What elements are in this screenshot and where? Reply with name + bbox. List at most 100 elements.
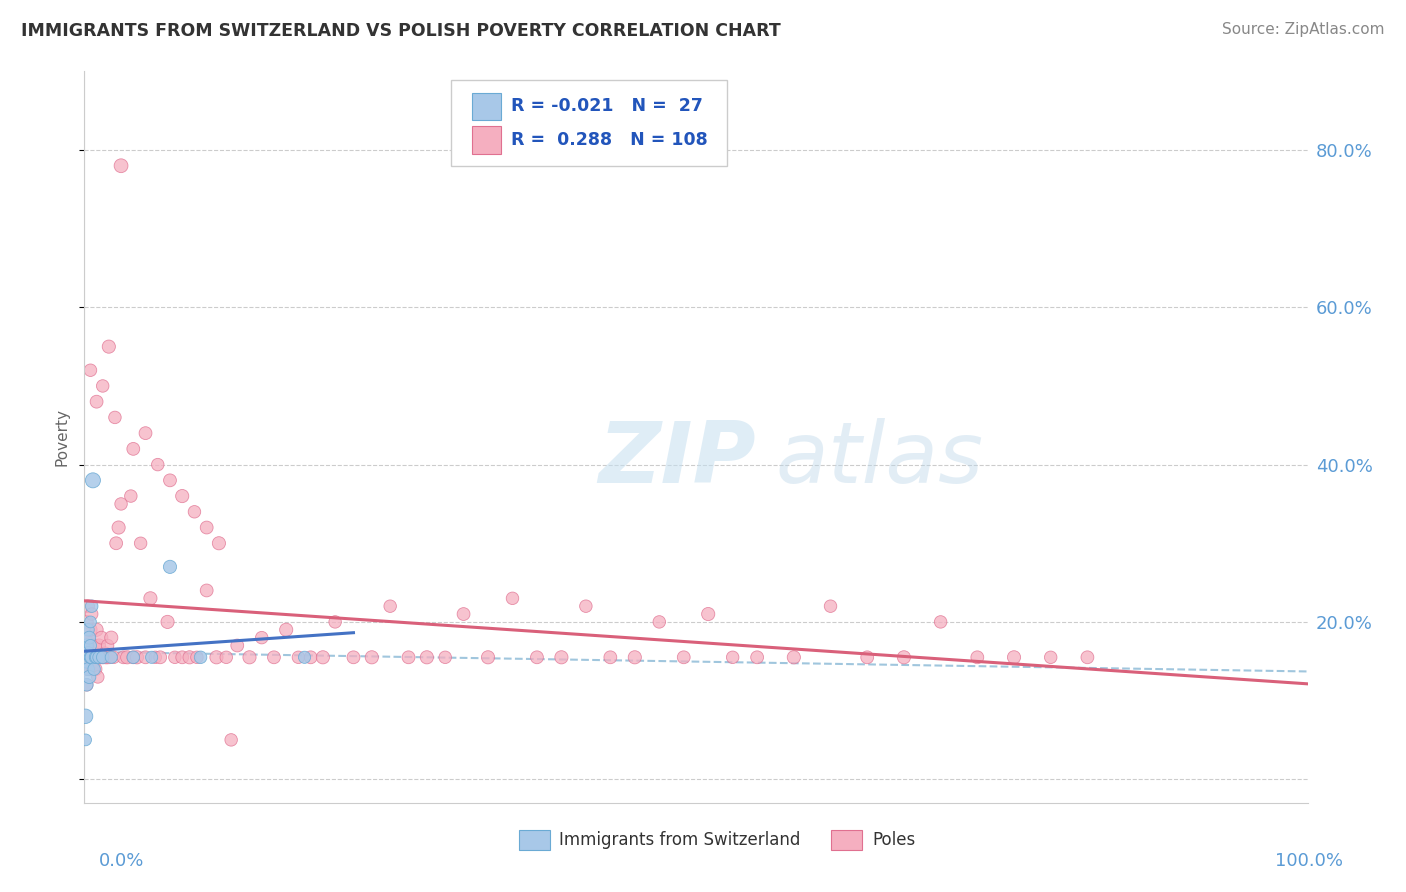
Point [82,473,104,487]
Point [122,650,145,665]
Point [120,489,142,503]
Point [190,650,212,665]
Point [149,650,172,665]
Point [80,607,103,621]
Point [77,670,100,684]
Point [215,650,238,665]
Point [294,650,316,665]
Point [79,615,101,629]
Point [360,650,382,665]
FancyBboxPatch shape [831,830,862,850]
Point [84,662,107,676]
Point [86,623,108,637]
Point [672,650,695,665]
Point [139,591,162,606]
Point [122,442,145,456]
Point [122,650,145,665]
Point [856,650,879,665]
Point [87,639,110,653]
Text: Source: ZipAtlas.com: Source: ZipAtlas.com [1222,22,1385,37]
Text: R =  0.288   N = 108: R = 0.288 N = 108 [512,131,709,149]
Point [75,709,97,723]
Point [77,662,100,676]
Point [172,489,194,503]
FancyBboxPatch shape [472,93,502,120]
Point [91,650,114,665]
Point [342,650,364,665]
Point [156,615,179,629]
Point [263,650,285,665]
Point [77,623,100,637]
Text: Poles: Poles [872,831,915,849]
Point [747,650,769,665]
Point [94,646,117,660]
Point [250,631,273,645]
Point [195,520,218,534]
Point [141,650,163,665]
Point [550,650,572,665]
FancyBboxPatch shape [519,830,550,850]
Point [86,394,108,409]
FancyBboxPatch shape [451,80,727,167]
Point [575,599,598,614]
Point [299,650,322,665]
Point [103,650,125,665]
Point [783,650,806,665]
Point [1039,650,1062,665]
Point [86,650,108,665]
Point [75,662,97,676]
Point [1002,650,1025,665]
Point [172,650,194,665]
Point [97,340,120,354]
Point [398,650,420,665]
Point [208,536,231,550]
Point [75,732,97,747]
Point [110,159,132,173]
Point [624,650,647,665]
Point [75,631,97,645]
Point [893,650,915,665]
Point [929,615,952,629]
Point [1076,650,1098,665]
Point [89,650,111,665]
Point [125,650,148,665]
Text: R = -0.021   N =  27: R = -0.021 N = 27 [512,97,703,115]
Point [76,639,98,653]
Point [453,607,475,621]
Point [205,650,228,665]
Point [100,650,122,665]
Point [76,678,98,692]
Point [77,631,100,645]
Point [434,650,457,665]
Point [97,650,120,665]
Point [135,426,157,441]
Point [91,650,114,665]
Point [110,497,132,511]
Point [146,458,169,472]
Point [105,536,128,550]
Point [219,732,242,747]
Point [87,670,110,684]
Point [648,615,671,629]
Point [502,591,524,606]
Point [77,650,100,665]
Text: ZIP: ZIP [598,417,756,500]
Point [287,650,309,665]
Point [416,650,439,665]
Point [159,559,181,574]
Point [477,650,499,665]
Point [135,650,157,665]
Point [86,650,108,665]
Point [186,650,208,665]
Point [83,662,105,676]
Point [76,678,98,692]
Point [76,654,98,668]
Point [195,583,218,598]
Point [83,646,105,660]
Point [82,662,104,676]
Point [96,650,118,665]
Point [966,650,988,665]
Point [76,650,98,665]
Point [276,623,298,637]
Text: atlas: atlas [776,417,983,500]
